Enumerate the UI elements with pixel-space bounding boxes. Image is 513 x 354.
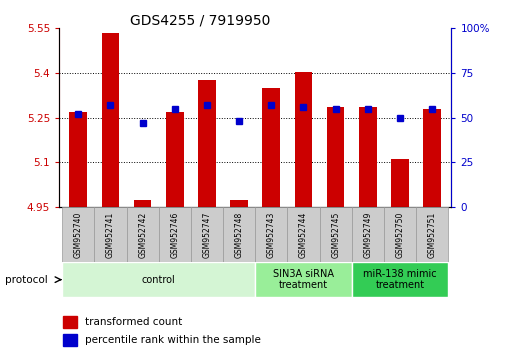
- Bar: [166, 112, 184, 207]
- Text: SIN3A siRNA
treatment: SIN3A siRNA treatment: [273, 269, 334, 291]
- Bar: [94, 207, 127, 262]
- Bar: [69, 112, 87, 207]
- Text: miR-138 mimic
treatment: miR-138 mimic treatment: [363, 269, 437, 291]
- Bar: [62, 262, 255, 297]
- Text: GSM952747: GSM952747: [203, 211, 211, 258]
- Text: GSM952744: GSM952744: [299, 211, 308, 258]
- Bar: [320, 207, 352, 262]
- Bar: [63, 316, 76, 328]
- Text: GSM952751: GSM952751: [428, 211, 437, 258]
- Bar: [223, 207, 255, 262]
- Text: control: control: [142, 275, 175, 285]
- Bar: [102, 33, 120, 207]
- Text: GSM952743: GSM952743: [267, 211, 276, 258]
- Bar: [62, 207, 94, 262]
- Text: GDS4255 / 7919950: GDS4255 / 7919950: [130, 13, 270, 27]
- Bar: [255, 262, 352, 297]
- Bar: [263, 88, 280, 207]
- Text: GSM952742: GSM952742: [138, 211, 147, 258]
- Bar: [352, 262, 448, 297]
- Text: transformed count: transformed count: [85, 317, 182, 327]
- Bar: [327, 107, 345, 207]
- Text: GSM952741: GSM952741: [106, 211, 115, 258]
- Bar: [391, 159, 409, 207]
- Bar: [159, 207, 191, 262]
- Bar: [352, 207, 384, 262]
- Bar: [198, 80, 216, 207]
- Bar: [230, 200, 248, 207]
- Bar: [127, 207, 159, 262]
- Bar: [423, 109, 441, 207]
- Bar: [134, 200, 151, 207]
- Text: GSM952748: GSM952748: [234, 211, 244, 258]
- Text: GSM952745: GSM952745: [331, 211, 340, 258]
- Bar: [191, 207, 223, 262]
- Text: percentile rank within the sample: percentile rank within the sample: [85, 335, 261, 345]
- Text: GSM952746: GSM952746: [170, 211, 180, 258]
- Bar: [416, 207, 448, 262]
- Text: GSM952740: GSM952740: [74, 211, 83, 258]
- Bar: [287, 207, 320, 262]
- Bar: [384, 207, 416, 262]
- Bar: [255, 207, 287, 262]
- Text: GSM952750: GSM952750: [396, 211, 404, 258]
- Bar: [294, 72, 312, 207]
- Bar: [63, 334, 76, 346]
- Text: protocol: protocol: [5, 275, 48, 285]
- Bar: [359, 107, 377, 207]
- Text: GSM952749: GSM952749: [363, 211, 372, 258]
